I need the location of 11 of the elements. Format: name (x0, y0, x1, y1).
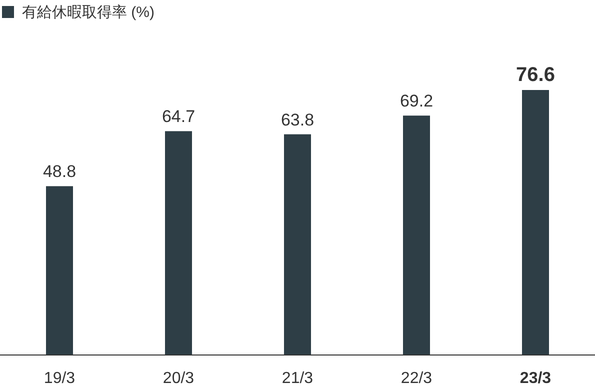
x-tick-label: 20/3 (162, 370, 194, 387)
x-tick-label: 19/3 (44, 370, 76, 387)
data-label: 64.7 (162, 107, 196, 126)
x-tick-label: 23/3 (520, 370, 552, 387)
data-label: 48.8 (42, 162, 76, 182)
x-tick-label: 21/3 (282, 370, 314, 387)
data-label: 76.6 (516, 64, 555, 86)
legend-label: 有給休暇取得率 (%) (22, 4, 154, 21)
data-label: 63.8 (280, 110, 314, 130)
data-label: 69.2 (400, 92, 434, 111)
x-tick-label: 22/3 (400, 370, 432, 387)
